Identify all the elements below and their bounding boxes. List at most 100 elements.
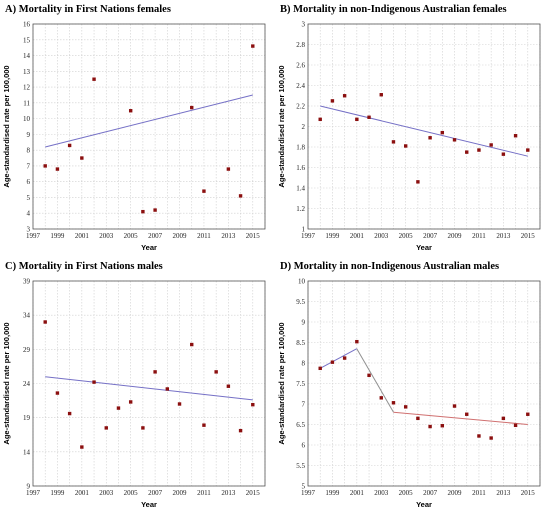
plot-area bbox=[308, 24, 540, 229]
x-tick-label: 2009 bbox=[173, 489, 188, 497]
x-tick-label: 2011 bbox=[472, 489, 486, 497]
data-point bbox=[526, 412, 530, 416]
y-tick-label: 4 bbox=[27, 210, 31, 218]
x-tick-label: 2011 bbox=[197, 232, 211, 240]
data-point bbox=[501, 416, 506, 421]
data-point bbox=[55, 167, 60, 171]
x-tick-label: 2015 bbox=[521, 489, 536, 497]
data-point bbox=[391, 140, 396, 144]
data-point bbox=[116, 406, 121, 410]
chart-title: D) Mortality in non-Indigenous Australia… bbox=[280, 261, 500, 272]
panel-a: A) Mortality in First Nations females 19… bbox=[0, 0, 275, 257]
data-point bbox=[465, 150, 469, 154]
x-tick-label: 2007 bbox=[423, 489, 438, 497]
chart-title: A) Mortality in First Nations females bbox=[5, 4, 171, 15]
data-point bbox=[43, 164, 47, 168]
y-axis-label: Age-standardised rate per 100,000 bbox=[2, 322, 11, 444]
x-tick-label: 2011 bbox=[197, 489, 211, 497]
data-point bbox=[202, 189, 206, 193]
data-point bbox=[141, 209, 145, 214]
data-point bbox=[318, 117, 322, 122]
data-point bbox=[452, 404, 457, 408]
y-tick-label: 7 bbox=[27, 162, 31, 170]
data-point bbox=[379, 93, 383, 97]
data-point bbox=[489, 143, 493, 147]
y-tick-label: 1.6 bbox=[296, 164, 305, 172]
panel-d: D) Mortality in non-Indigenous Australia… bbox=[275, 257, 550, 514]
x-tick-label: 2001 bbox=[75, 489, 90, 497]
data-point bbox=[403, 144, 408, 148]
x-axis-label: Year bbox=[141, 243, 157, 252]
x-tick-label: 2005 bbox=[399, 232, 414, 240]
x-tick-label: 2001 bbox=[350, 232, 365, 240]
data-point bbox=[80, 445, 84, 449]
data-point bbox=[165, 387, 170, 391]
data-point bbox=[238, 194, 243, 198]
data-point bbox=[67, 143, 72, 148]
chart-svg: 1997 1999 2001 2003 2005 2007 2009 2011 2013 2015… bbox=[2, 278, 266, 509]
y-tick-label: 24 bbox=[23, 380, 31, 388]
x-tick-label: 2015 bbox=[246, 489, 261, 497]
data-point bbox=[477, 148, 481, 152]
panel-c: C) Mortality in First Nations males 1997… bbox=[0, 257, 275, 514]
data-point bbox=[153, 370, 157, 374]
data-point bbox=[330, 360, 335, 364]
y-tick-label: 16 bbox=[23, 21, 31, 29]
x-tick-label: 2005 bbox=[399, 489, 414, 497]
y-tick-label: 14 bbox=[23, 448, 31, 456]
chart-svg: 1997 1999 2001 2003 2005 2007 2009 2011 2013 2015… bbox=[277, 21, 541, 252]
data-point bbox=[55, 391, 60, 395]
data-point bbox=[128, 109, 133, 113]
data-point bbox=[526, 148, 530, 152]
plot-area bbox=[33, 281, 265, 486]
y-tick-label: 5 bbox=[27, 194, 31, 202]
x-tick-label: 2005 bbox=[124, 232, 139, 240]
data-point bbox=[153, 208, 157, 212]
y-tick-label: 5.5 bbox=[296, 462, 305, 470]
y-tick-label: 8.5 bbox=[296, 339, 305, 347]
x-tick-label: 2003 bbox=[374, 232, 389, 240]
data-point bbox=[330, 99, 335, 103]
x-tick-label: 2013 bbox=[221, 232, 236, 240]
data-point bbox=[513, 134, 518, 138]
data-point bbox=[92, 380, 96, 384]
data-point bbox=[416, 180, 420, 184]
x-tick-label: 2015 bbox=[521, 232, 536, 240]
x-tick-label: 1999 bbox=[325, 232, 340, 240]
data-point bbox=[342, 94, 347, 98]
data-point bbox=[104, 426, 108, 430]
x-tick-label: 2009 bbox=[448, 489, 463, 497]
y-tick-label: 34 bbox=[23, 312, 31, 320]
x-tick-label: 2007 bbox=[423, 232, 438, 240]
x-tick-label: 2013 bbox=[221, 489, 236, 497]
chart-title: B) Mortality in non-Indigenous Australia… bbox=[280, 4, 507, 15]
trend-line bbox=[356, 348, 394, 413]
y-tick-label: 2.4 bbox=[296, 82, 305, 90]
y-tick-label: 8 bbox=[302, 360, 306, 368]
x-tick-label: 1997 bbox=[26, 489, 41, 497]
data-point bbox=[403, 405, 408, 409]
data-point bbox=[342, 356, 347, 360]
x-tick-label: 2013 bbox=[496, 489, 511, 497]
y-tick-label: 11 bbox=[23, 99, 30, 107]
y-tick-label: 9 bbox=[302, 319, 306, 327]
plot-border bbox=[32, 280, 266, 487]
y-tick-label: 2.8 bbox=[296, 41, 305, 49]
data-point bbox=[355, 117, 359, 122]
y-tick-label: 1.8 bbox=[296, 144, 305, 152]
y-tick-label: 1.2 bbox=[296, 205, 305, 213]
trend-line bbox=[393, 411, 528, 425]
y-tick-label: 6 bbox=[27, 178, 31, 186]
y-tick-label: 9.5 bbox=[296, 298, 305, 306]
data-point bbox=[440, 130, 445, 135]
x-tick-label: 2015 bbox=[246, 232, 261, 240]
x-tick-label: 2011 bbox=[472, 232, 486, 240]
chart-svg: 1997 1999 2001 2003 2005 2007 2009 2011 2013 2015… bbox=[2, 21, 266, 252]
x-tick-label: 2013 bbox=[496, 232, 511, 240]
y-tick-label: 13 bbox=[23, 68, 31, 76]
data-point bbox=[513, 423, 518, 428]
y-tick-label: 7.5 bbox=[296, 380, 305, 388]
plot-border bbox=[307, 23, 541, 230]
y-axis-label: Age-standardised rate per 100,000 bbox=[277, 65, 286, 187]
y-tick-label: 1.4 bbox=[296, 185, 305, 193]
